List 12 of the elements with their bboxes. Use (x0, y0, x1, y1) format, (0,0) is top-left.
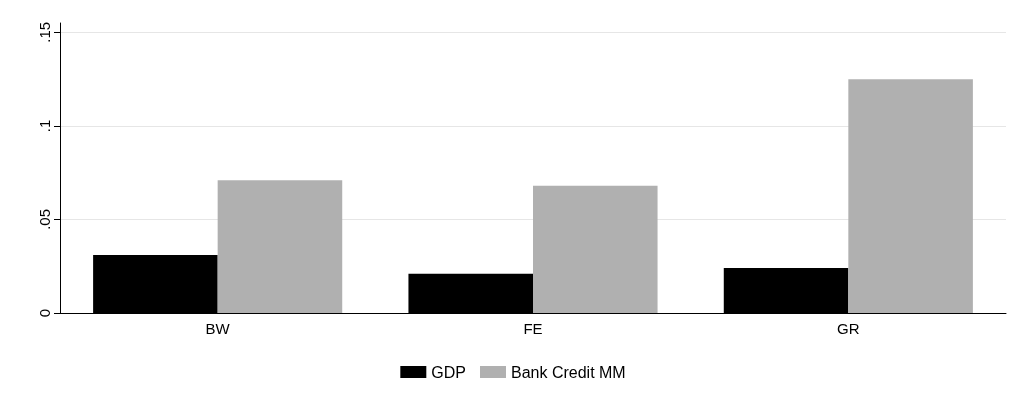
bar (217, 180, 343, 313)
x-tick-label: GR (837, 320, 860, 337)
bar (533, 185, 658, 313)
y-tick-label: .1 (36, 119, 53, 133)
y-tick-label: .05 (36, 209, 53, 230)
x-tick-label: FE (523, 320, 543, 337)
legend-label: GDP (431, 363, 466, 381)
x-tick-label: BW (205, 320, 231, 337)
legend-label: Bank Credit MM (510, 363, 626, 381)
y-tick-label: 0 (36, 308, 53, 318)
y-tick-label: .15 (36, 21, 53, 43)
bar (848, 79, 973, 313)
